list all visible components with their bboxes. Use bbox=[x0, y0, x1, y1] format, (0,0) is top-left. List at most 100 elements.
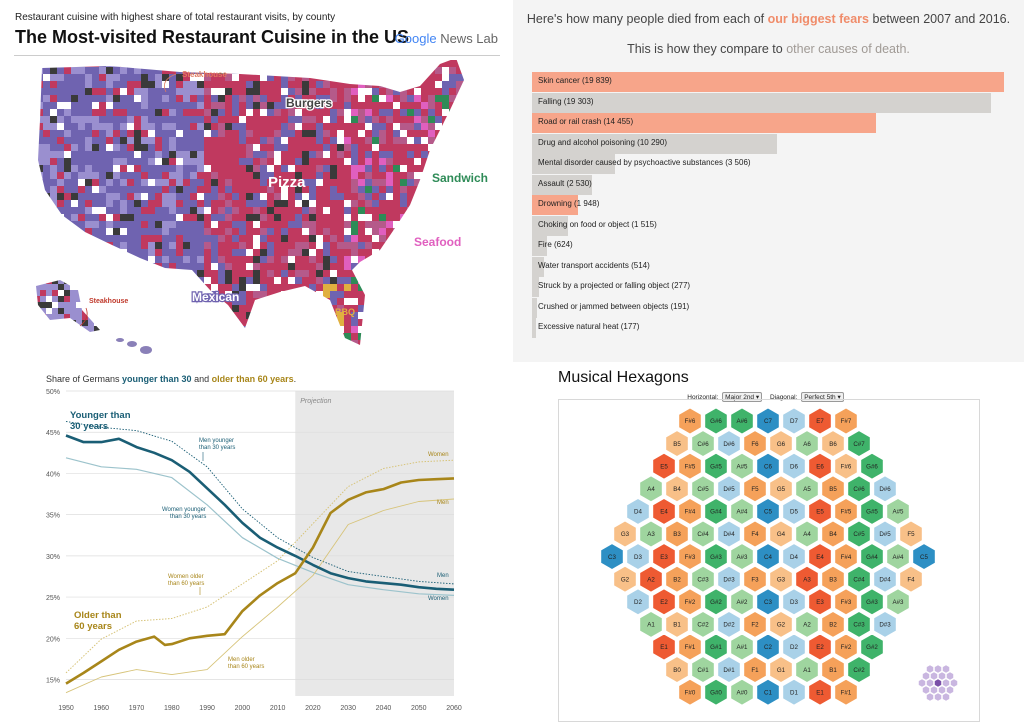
hex-cell[interactable] bbox=[795, 565, 819, 593]
hex-cell[interactable] bbox=[665, 475, 689, 503]
hex-cell[interactable] bbox=[639, 565, 663, 593]
hex-cell[interactable] bbox=[860, 452, 884, 480]
hex-cell[interactable] bbox=[652, 588, 676, 616]
hex-cell[interactable] bbox=[808, 588, 832, 616]
hex-cell[interactable] bbox=[678, 633, 702, 661]
hex-cell[interactable] bbox=[756, 633, 780, 661]
hex-cell[interactable] bbox=[704, 497, 728, 525]
hex-cell[interactable] bbox=[873, 475, 897, 503]
hex-cell[interactable] bbox=[652, 497, 676, 525]
hex-cell[interactable] bbox=[886, 543, 910, 571]
hex-cell[interactable] bbox=[730, 633, 754, 661]
hex-cell[interactable] bbox=[704, 407, 728, 435]
hex-cell[interactable] bbox=[756, 407, 780, 435]
hex-cell[interactable] bbox=[730, 497, 754, 525]
diagonal-select[interactable]: Perfect 5th ▾ bbox=[801, 392, 844, 402]
hex-cell[interactable] bbox=[756, 497, 780, 525]
hex-cell[interactable] bbox=[691, 565, 715, 593]
hex-cell[interactable] bbox=[678, 678, 702, 706]
hex-cell[interactable] bbox=[834, 633, 858, 661]
hex-cell[interactable] bbox=[912, 543, 936, 571]
hex-cell[interactable] bbox=[691, 520, 715, 548]
hex-cell[interactable] bbox=[899, 565, 923, 593]
hex-cell[interactable] bbox=[808, 452, 832, 480]
hex-cell[interactable] bbox=[782, 633, 806, 661]
hex-cell[interactable] bbox=[795, 520, 819, 548]
hex-cell[interactable] bbox=[730, 543, 754, 571]
hex-cell[interactable] bbox=[769, 520, 793, 548]
hex-cell[interactable] bbox=[860, 633, 884, 661]
hex-cell[interactable] bbox=[834, 407, 858, 435]
hex-cell[interactable] bbox=[847, 610, 871, 638]
hex-cell[interactable] bbox=[873, 610, 897, 638]
hex-cell[interactable] bbox=[704, 452, 728, 480]
hex-cell[interactable] bbox=[730, 452, 754, 480]
hex-cell[interactable] bbox=[626, 588, 650, 616]
hex-cell[interactable] bbox=[691, 656, 715, 684]
hex-cell[interactable] bbox=[678, 588, 702, 616]
hex-cell[interactable] bbox=[756, 678, 780, 706]
hex-cell[interactable] bbox=[769, 610, 793, 638]
hex-cell[interactable] bbox=[678, 407, 702, 435]
hex-cell[interactable] bbox=[665, 520, 689, 548]
hex-cell[interactable] bbox=[626, 497, 650, 525]
hex-cell[interactable] bbox=[717, 656, 741, 684]
hex-cell[interactable] bbox=[704, 588, 728, 616]
hex-cell[interactable] bbox=[743, 430, 767, 458]
hex-cell[interactable] bbox=[834, 588, 858, 616]
hex-cell[interactable] bbox=[769, 565, 793, 593]
hex-cell[interactable] bbox=[639, 520, 663, 548]
horizontal-select[interactable]: Major 2nd ▾ bbox=[722, 392, 763, 402]
hex-cell[interactable] bbox=[782, 452, 806, 480]
hex-cell[interactable] bbox=[860, 543, 884, 571]
hex-cell[interactable] bbox=[834, 452, 858, 480]
hex-cell[interactable] bbox=[652, 633, 676, 661]
hex-cell[interactable] bbox=[769, 475, 793, 503]
hex-cell[interactable] bbox=[821, 520, 845, 548]
hex-cell[interactable] bbox=[847, 475, 871, 503]
hex-cell[interactable] bbox=[665, 565, 689, 593]
hex-cell[interactable] bbox=[821, 565, 845, 593]
hex-cell[interactable] bbox=[834, 543, 858, 571]
hex-cell[interactable] bbox=[769, 430, 793, 458]
hex-cell[interactable] bbox=[730, 407, 754, 435]
hex-cell[interactable] bbox=[782, 543, 806, 571]
hex-cell[interactable] bbox=[730, 678, 754, 706]
hex-cell[interactable] bbox=[808, 633, 832, 661]
hex-cell[interactable] bbox=[782, 497, 806, 525]
hex-cell[interactable] bbox=[743, 475, 767, 503]
hex-cell[interactable] bbox=[600, 543, 624, 571]
hex-cell[interactable] bbox=[782, 678, 806, 706]
hex-cell[interactable] bbox=[782, 588, 806, 616]
hex-cell[interactable] bbox=[821, 656, 845, 684]
hex-cell[interactable] bbox=[743, 565, 767, 593]
hex-cell[interactable] bbox=[665, 430, 689, 458]
hex-cell[interactable] bbox=[613, 565, 637, 593]
hex-cell[interactable] bbox=[886, 497, 910, 525]
hex-cell[interactable] bbox=[743, 656, 767, 684]
hex-cell[interactable] bbox=[795, 475, 819, 503]
hex-cell[interactable] bbox=[808, 543, 832, 571]
hex-cell[interactable] bbox=[899, 520, 923, 548]
hex-cell[interactable] bbox=[717, 520, 741, 548]
hex-cell[interactable] bbox=[847, 520, 871, 548]
hex-cell[interactable] bbox=[769, 656, 793, 684]
hex-cell[interactable] bbox=[691, 430, 715, 458]
hex-cell[interactable] bbox=[821, 475, 845, 503]
hex-cell[interactable] bbox=[704, 633, 728, 661]
hex-cell[interactable] bbox=[756, 543, 780, 571]
hex-cell[interactable] bbox=[639, 610, 663, 638]
hex-cell[interactable] bbox=[717, 430, 741, 458]
hex-cell[interactable] bbox=[847, 430, 871, 458]
hex-cell[interactable] bbox=[860, 497, 884, 525]
hex-cell[interactable] bbox=[704, 678, 728, 706]
hex-cell[interactable] bbox=[678, 497, 702, 525]
hex-cell[interactable] bbox=[678, 543, 702, 571]
hex-cell[interactable] bbox=[847, 656, 871, 684]
hex-cell[interactable] bbox=[717, 565, 741, 593]
hex-cell[interactable] bbox=[834, 678, 858, 706]
hex-cell[interactable] bbox=[743, 520, 767, 548]
hex-cell[interactable] bbox=[795, 656, 819, 684]
hex-cell[interactable] bbox=[665, 656, 689, 684]
hex-cell[interactable] bbox=[665, 610, 689, 638]
